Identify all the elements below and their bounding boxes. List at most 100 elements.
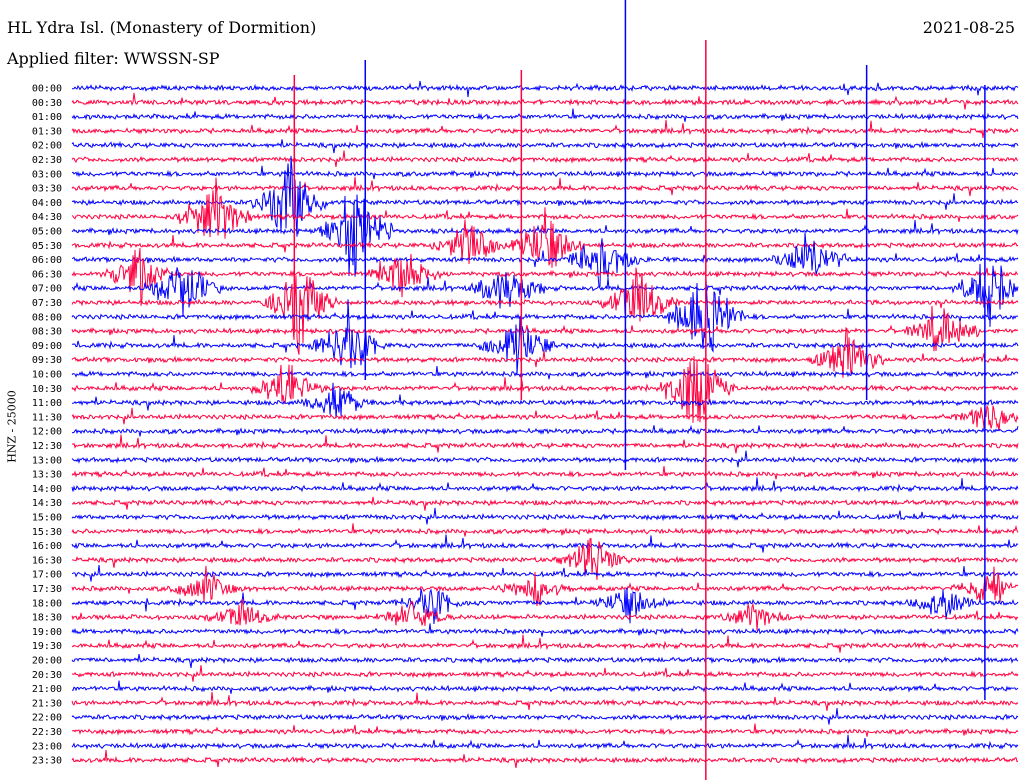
trace-0600: [71, 232, 1019, 288]
time-tick-0900: 09:00: [32, 341, 62, 352]
trace-2330: [71, 749, 1019, 769]
time-tick-0030: 00:30: [32, 98, 62, 109]
time-tick-1230: 12:30: [32, 441, 62, 452]
time-tick-1500: 15:00: [32, 513, 62, 524]
trace-2230: [71, 723, 1019, 737]
trace-1730: [71, 565, 1019, 606]
trace-1230: [71, 434, 1019, 454]
time-tick-0700: 07:00: [32, 284, 62, 295]
trace-1030: [71, 356, 1019, 423]
trace-0230: [71, 150, 1019, 167]
time-tick-1030: 10:30: [32, 384, 62, 395]
time-tick-1930: 19:30: [32, 641, 62, 652]
station-title: HL Ydra Isl. (Monastery of Dormition): [7, 18, 317, 37]
date-label: 2021-08-25: [922, 18, 1015, 37]
time-tick-0730: 07:30: [32, 298, 62, 309]
trace-1400: [71, 477, 1019, 493]
trace-0730: [71, 267, 1019, 355]
time-tick-1830: 18:30: [32, 613, 62, 624]
time-tick-1700: 17:00: [32, 570, 62, 581]
trace-1300: [71, 450, 1019, 468]
time-tick-0300: 03:00: [32, 169, 62, 180]
trace-1800: [71, 587, 1019, 625]
time-tick-1800: 18:00: [32, 598, 62, 609]
time-tick-labels: 00:00 00:30 01:00 01:30 02:00 02:30 03:00 03:30…: [32, 84, 62, 767]
time-tick-1300: 13:00: [32, 455, 62, 466]
trace-2100: [71, 680, 1019, 694]
time-tick-1900: 19:00: [32, 627, 62, 638]
time-tick-0000: 00:00: [32, 84, 62, 95]
time-tick-1330: 13:30: [32, 470, 62, 481]
trace-2000: [71, 654, 1019, 668]
time-tick-0530: 05:30: [32, 241, 62, 252]
trace-1900: [71, 623, 1019, 637]
trace-0930: [71, 326, 1019, 378]
time-tick-0600: 06:00: [32, 255, 62, 266]
trace-1200: [71, 424, 1019, 437]
trace-0700: [71, 263, 1019, 327]
trace-2200: [71, 708, 1019, 725]
trace-0400: [71, 155, 1019, 237]
time-tick-1200: 12:00: [32, 427, 62, 438]
trace-2130: [71, 691, 1019, 711]
time-tick-0130: 01:30: [32, 126, 62, 137]
trace-0030: [71, 92, 1019, 110]
trace-1430: [71, 496, 1019, 511]
time-tick-2230: 22:30: [32, 727, 62, 738]
time-tick-0630: 06:30: [32, 269, 62, 280]
time-tick-1730: 17:30: [32, 584, 62, 595]
time-tick-2000: 20:00: [32, 656, 62, 667]
time-tick-1600: 16:00: [32, 541, 62, 552]
time-tick-2330: 23:30: [32, 756, 62, 767]
time-tick-0830: 08:30: [32, 327, 62, 338]
trace-0630: [71, 247, 1019, 306]
time-tick-2030: 20:30: [32, 670, 62, 681]
time-tick-0230: 02:30: [32, 155, 62, 166]
time-tick-1130: 11:30: [32, 412, 62, 423]
time-tick-1430: 14:30: [32, 498, 62, 509]
trace-1530: [71, 523, 1019, 537]
time-tick-0500: 05:00: [32, 227, 62, 238]
trace-1830: [71, 598, 1019, 631]
time-tick-1000: 10:00: [32, 370, 62, 381]
trace-0100: [71, 108, 1019, 122]
trace-2030: [71, 665, 1019, 682]
time-tick-0430: 04:30: [32, 212, 62, 223]
time-tick-0330: 03:30: [32, 184, 62, 195]
trace-0200: [71, 139, 1019, 154]
trace-0500: [71, 194, 1019, 277]
time-tick-2300: 23:00: [32, 741, 62, 752]
trace-1930: [71, 634, 1019, 653]
trace-1100: [72, 382, 1019, 419]
trace-1330: [71, 466, 1019, 480]
time-tick-1400: 14:00: [32, 484, 62, 495]
trace-1630: [71, 538, 1019, 580]
time-tick-0200: 02:00: [32, 141, 62, 152]
trace-0000: [71, 80, 1019, 98]
trace-1000: [71, 365, 1019, 380]
time-tick-0100: 01:00: [32, 112, 62, 123]
trace-1700: [71, 565, 1019, 582]
trace-1130: [71, 404, 1019, 432]
time-tick-0930: 09:30: [32, 355, 62, 366]
trace-0830: [71, 305, 1019, 352]
time-tick-2130: 21:30: [32, 698, 62, 709]
trace-2300: [71, 734, 1019, 751]
trace-0530: [71, 207, 1019, 268]
time-tick-0400: 04:00: [32, 198, 62, 209]
trace-1600: [71, 534, 1019, 553]
time-tick-1630: 16:30: [32, 555, 62, 566]
seismic-traces: [71, 0, 1019, 780]
trace-1500: [71, 507, 1019, 525]
time-tick-0800: 08:00: [32, 312, 62, 323]
time-tick-2100: 21:00: [32, 684, 62, 695]
time-tick-1530: 15:30: [32, 527, 62, 538]
trace-0130: [71, 119, 1019, 138]
trace-0800: [71, 278, 1019, 353]
time-tick-1100: 11:00: [32, 398, 62, 409]
trace-0300: [71, 165, 1019, 180]
trace-0330: [71, 177, 1019, 197]
filter-label: Applied filter: WWSSN-SP: [7, 49, 220, 68]
time-tick-2200: 22:00: [32, 713, 62, 724]
